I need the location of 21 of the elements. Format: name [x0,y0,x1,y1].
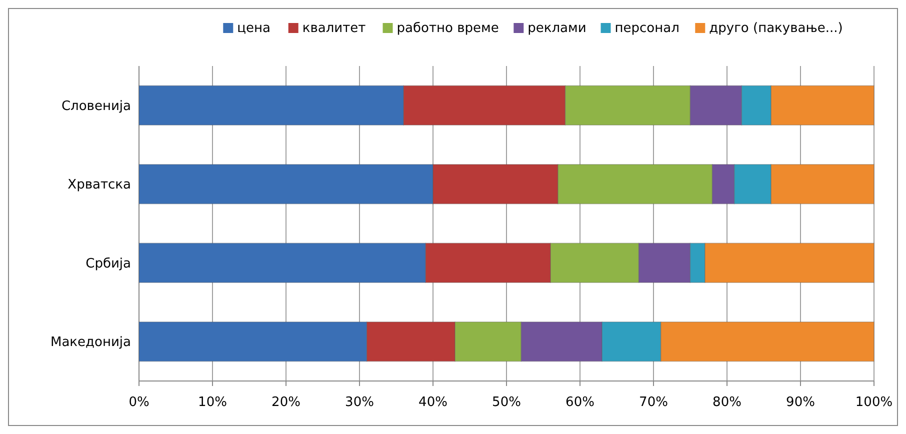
y-tick-label: Хрватска [68,178,131,193]
legend-label: друго (пакување...) [709,21,843,36]
legend-label: реклами [528,21,586,36]
x-tick-label: 40% [418,395,448,410]
x-tick-label: 90% [786,395,815,410]
x-tick-label: 20% [272,395,300,410]
x-tick-label: 60% [566,395,594,410]
x-tick-label: 50% [492,395,521,410]
legend-label: персонал [614,21,680,36]
x-tick-label: 80% [712,395,742,410]
x-tick-label: 70% [639,395,668,410]
x-tick-label: 10% [198,395,227,410]
x-tick-label: 30% [345,395,374,410]
y-tick-label: Словенија [61,98,131,114]
legend-label: квалитет [302,21,366,36]
legend-label: работно време [396,21,499,36]
legend-label: цена [237,21,270,36]
y-tick-label: Србија [86,256,131,272]
x-tick-label: 0% [128,395,150,410]
y-tick-label: Македонија [50,335,131,350]
x-tick-label: 100% [855,395,893,410]
